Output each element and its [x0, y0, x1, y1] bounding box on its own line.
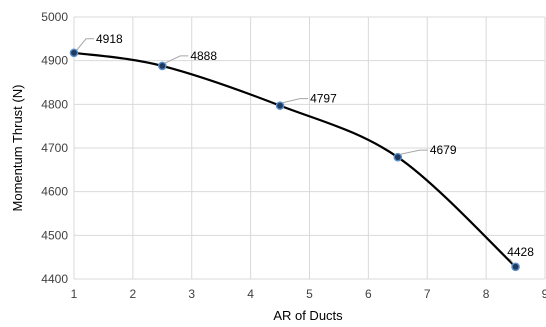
data-point [69, 48, 79, 58]
data-point [511, 262, 520, 272]
leader-line [76, 38, 94, 51]
data-point [275, 101, 285, 110]
x-tick-label: 8 [483, 287, 490, 301]
leader-line [282, 98, 309, 104]
data-label: 4679 [430, 143, 457, 157]
x-tick-label: 2 [130, 287, 137, 301]
x-tick-label: 7 [424, 287, 431, 301]
axis-layer: 4400 4500 4600 4700 4800 4900 5000 1 2 3 4 5 6 7 8 9 [41, 10, 546, 301]
y-axis-title: Momentum Thrust (N) [10, 85, 25, 212]
x-axis-title: AR of Ducts [273, 308, 343, 323]
y-tick-label: 4400 [41, 272, 68, 286]
leader-line [400, 149, 428, 155]
x-tick-label: 9 [542, 287, 546, 301]
data-point [393, 152, 403, 162]
x-tick-label: 1 [71, 287, 78, 301]
x-tick-label: 4 [247, 287, 254, 301]
data-label: 4428 [507, 245, 534, 259]
x-tick-label: 5 [306, 287, 313, 301]
y-tick-label: 4700 [41, 141, 68, 155]
y-tick-label: 4500 [41, 228, 68, 242]
data-label: 4797 [310, 92, 337, 106]
data-label-layer: 4918 4888 4797 4679 4428 [76, 32, 534, 265]
y-tick-label: 4900 [41, 54, 68, 68]
leader-line [509, 258, 514, 265]
grid-layer [73, 16, 546, 280]
series-line [73, 51, 517, 268]
x-tick-label: 6 [365, 287, 372, 301]
y-tick-label: 4800 [41, 97, 68, 111]
x-tick-label: 3 [188, 287, 195, 301]
data-label: 4888 [190, 49, 217, 63]
leader-line [165, 55, 189, 64]
y-tick-label: 5000 [41, 10, 68, 24]
y-tick-label: 4600 [41, 185, 68, 199]
data-label: 4918 [96, 32, 123, 46]
series-layer [69, 48, 520, 272]
data-point [158, 61, 167, 71]
